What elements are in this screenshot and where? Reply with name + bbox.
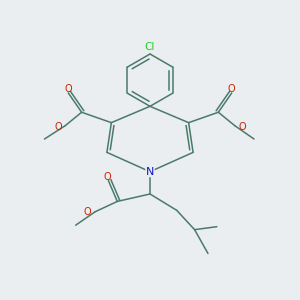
Text: O: O	[64, 84, 72, 94]
Text: O: O	[238, 122, 246, 132]
Text: O: O	[84, 207, 92, 217]
Text: Cl: Cl	[145, 43, 155, 52]
Text: O: O	[228, 84, 236, 94]
Text: O: O	[103, 172, 111, 182]
Text: N: N	[146, 167, 154, 177]
Text: O: O	[54, 122, 62, 132]
